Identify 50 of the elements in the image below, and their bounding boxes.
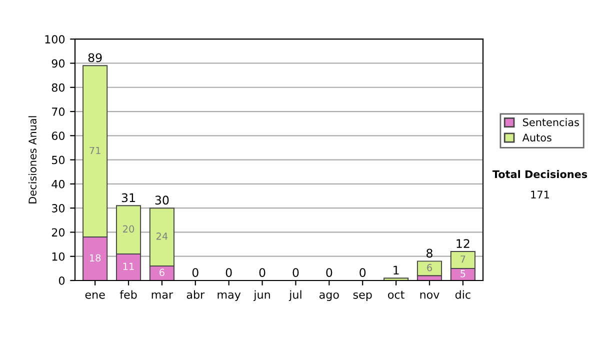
data-label: 20 [123, 225, 134, 233]
y-tick-label: 0 [58, 276, 65, 285]
y-tick-label: 20 [52, 228, 65, 237]
x-tick-label: jun [253, 290, 270, 301]
x-tick-label: ago [320, 292, 339, 301]
y-tick-label: 60 [52, 132, 65, 140]
total-label: 1 [394, 266, 399, 274]
y-axis-title: Decisiones Anual [28, 116, 36, 204]
x-tick-label: oct [388, 290, 404, 299]
total-label: 31 [122, 193, 135, 202]
bar [416, 260, 442, 276]
data-label: 24 [156, 232, 168, 240]
x-tick-label: mar [152, 292, 174, 299]
total-label: 0 [259, 268, 266, 278]
total-label: 0 [292, 268, 299, 278]
x-tick-label: abr [186, 290, 205, 299]
x-tick-label: jul [288, 290, 302, 301]
data-label: 71 [90, 146, 100, 154]
x-tick-label: may [218, 292, 241, 301]
y-tick-label: 90 [52, 59, 65, 68]
text: Total Decisiones [492, 170, 588, 178]
data-label: 11 [123, 262, 134, 270]
x-tick-label: feb [120, 290, 137, 299]
total-label: 89 [88, 53, 102, 62]
total-label: 30 [155, 196, 169, 205]
text: 171 [531, 190, 549, 198]
y-tick-label: 30 [52, 204, 65, 212]
data-label: 6 [427, 264, 432, 272]
total-label: 0 [192, 268, 198, 278]
total-label: 0 [360, 268, 366, 278]
y-tick-label: 80 [52, 83, 65, 92]
data-label: 6 [160, 268, 164, 276]
total-label: 12 [456, 239, 470, 248]
total-label: 0 [326, 268, 332, 278]
data-label: 7 [460, 256, 466, 263]
x-tick-label: nov [420, 292, 440, 299]
total-label: 8 [426, 248, 432, 258]
x-tick-label: ene [85, 292, 105, 299]
x-tick-label: dic [455, 290, 470, 299]
legend-label: Sentencias [523, 118, 579, 126]
data-label: 5 [460, 270, 466, 278]
y-tick-label: 100 [45, 35, 65, 44]
y-tick-label: 70 [52, 107, 65, 116]
y-tick-label: 40 [52, 180, 65, 188]
x-tick-label: sep [353, 292, 372, 301]
legend-label: Autos [522, 134, 552, 142]
y-tick-label: 50 [52, 156, 65, 164]
data-label: 18 [90, 254, 101, 262]
total-label: 0 [226, 268, 232, 278]
y-tick-label: 10 [52, 252, 65, 261]
